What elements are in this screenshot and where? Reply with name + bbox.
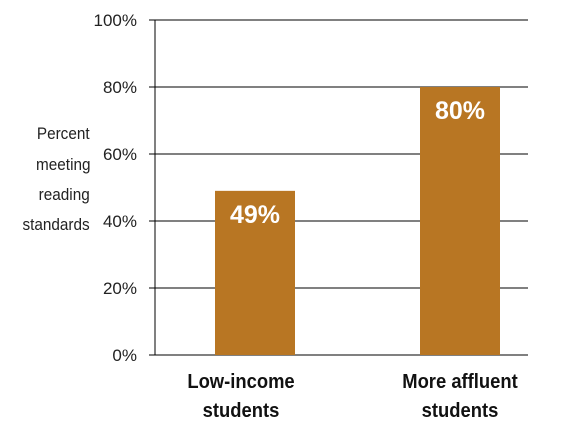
category-label-line-1: More affluent bbox=[402, 371, 518, 393]
category-label-line-2: students bbox=[202, 400, 280, 422]
data-label: 80% bbox=[435, 97, 485, 125]
y-tick-label: 40% bbox=[103, 212, 137, 231]
category-label-line-1: Low-income bbox=[187, 371, 295, 393]
y-tick-label: 100% bbox=[94, 11, 137, 30]
data-label: 49% bbox=[230, 201, 280, 229]
category-label-more-affluent: More affluent students bbox=[373, 368, 548, 426]
y-axis-title-line-4: standards bbox=[22, 215, 90, 234]
y-tick-label: 60% bbox=[103, 145, 137, 164]
bar bbox=[215, 190, 295, 355]
y-tick-label: 20% bbox=[103, 279, 137, 298]
category-label-line-2: students bbox=[421, 400, 499, 422]
bar bbox=[420, 87, 500, 355]
y-tick-label: 80% bbox=[103, 78, 137, 97]
y-axis-title-line-2: meeting bbox=[35, 155, 90, 174]
y-tick-label: 0% bbox=[112, 346, 137, 365]
y-axis-title-line-3: reading bbox=[38, 185, 90, 204]
y-axis-title-line-1: Percent bbox=[37, 124, 90, 143]
category-label-low-income: Low-income students bbox=[154, 368, 329, 426]
